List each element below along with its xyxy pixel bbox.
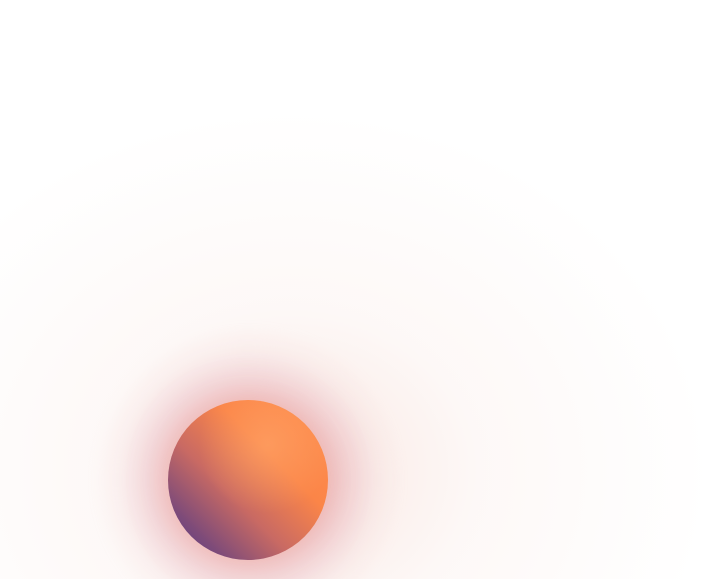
gradient-orb — [168, 400, 328, 560]
